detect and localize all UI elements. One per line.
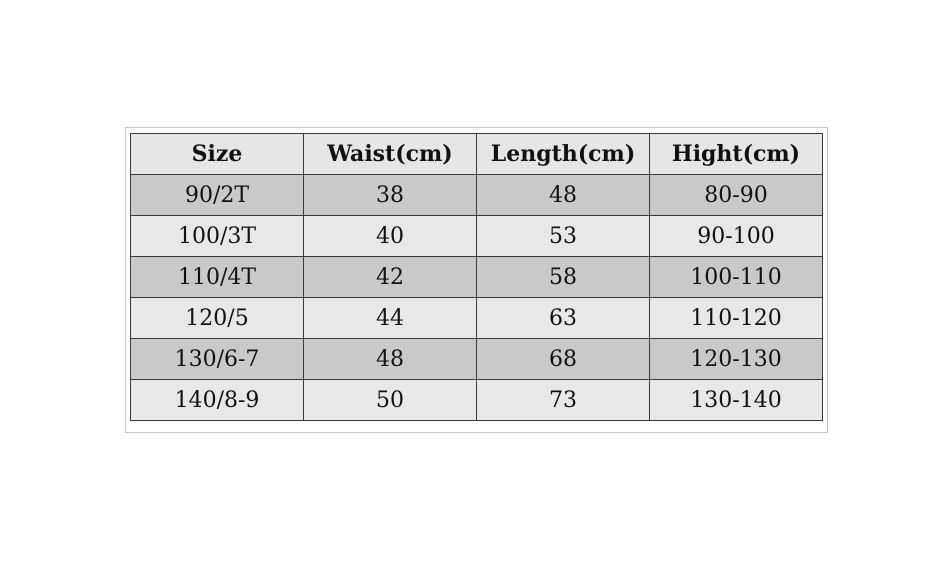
cell-height: 110-120 — [649, 297, 823, 339]
header-row: Size Waist(cm) Length(cm) Hight(cm) — [130, 133, 823, 175]
table-row: 140/8-9 50 73 130-140 — [130, 379, 823, 421]
header-waist: Waist(cm) — [303, 133, 477, 175]
cell-length: 68 — [476, 338, 650, 380]
cell-waist: 48 — [303, 338, 477, 380]
header-length: Length(cm) — [476, 133, 650, 175]
header-size: Size — [130, 133, 304, 175]
cell-size: 110/4T — [130, 256, 304, 298]
cell-waist: 50 — [303, 379, 477, 421]
cell-waist: 44 — [303, 297, 477, 339]
cell-length: 58 — [476, 256, 650, 298]
cell-size: 90/2T — [130, 174, 304, 216]
cell-size: 120/5 — [130, 297, 304, 339]
cell-size: 130/6-7 — [130, 338, 304, 380]
cell-height: 130-140 — [649, 379, 823, 421]
size-chart-table: Size Waist(cm) Length(cm) Hight(cm) 90/2… — [130, 133, 823, 421]
cell-waist: 42 — [303, 256, 477, 298]
table-row: 130/6-7 48 68 120-130 — [130, 338, 823, 380]
cell-length: 73 — [476, 379, 650, 421]
cell-size: 100/3T — [130, 215, 304, 257]
cell-height: 80-90 — [649, 174, 823, 216]
cell-waist: 38 — [303, 174, 477, 216]
cell-height: 90-100 — [649, 215, 823, 257]
cell-height: 120-130 — [649, 338, 823, 380]
cell-length: 63 — [476, 297, 650, 339]
cell-height: 100-110 — [649, 256, 823, 298]
cell-length: 48 — [476, 174, 650, 216]
cell-size: 140/8-9 — [130, 379, 304, 421]
cell-length: 53 — [476, 215, 650, 257]
table-row: 100/3T 40 53 90-100 — [130, 215, 823, 257]
table-row: 110/4T 42 58 100-110 — [130, 256, 823, 298]
cell-waist: 40 — [303, 215, 477, 257]
header-height: Hight(cm) — [649, 133, 823, 175]
table-row: 120/5 44 63 110-120 — [130, 297, 823, 339]
table-row: 90/2T 38 48 80-90 — [130, 174, 823, 216]
